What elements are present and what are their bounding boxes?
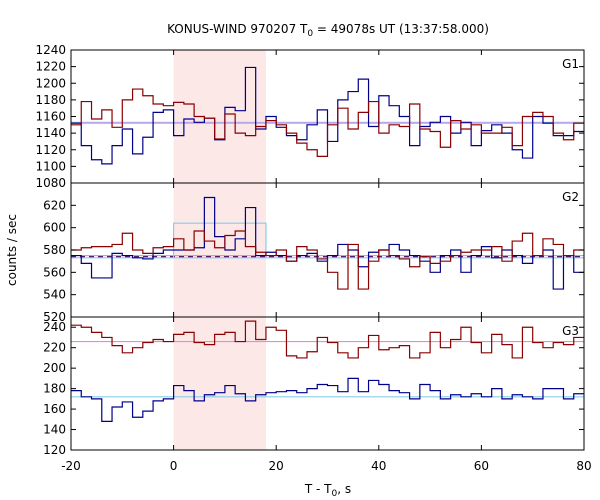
y-tick-label: 1160	[35, 110, 66, 124]
y-tick-label: 120	[43, 443, 66, 457]
x-tick-label: -20	[61, 459, 81, 473]
y-tick-label: 180	[43, 382, 66, 396]
x-tick-label: 40	[371, 459, 386, 473]
series-line	[71, 377, 584, 422]
x-tick-label: 80	[576, 459, 591, 473]
y-tick-label: 540	[43, 288, 66, 302]
series-line	[71, 88, 584, 157]
y-tick-label: 580	[43, 243, 66, 257]
y-tick-label: 240	[43, 320, 66, 334]
x-tick-label: 60	[474, 459, 489, 473]
series-line	[71, 320, 584, 359]
y-tick-label: 1180	[35, 93, 66, 107]
highlight-band	[173, 50, 266, 183]
x-tick-label: 20	[269, 459, 284, 473]
y-tick-label: 1080	[35, 176, 66, 190]
y-tick-label: 1120	[35, 143, 66, 157]
panel-frame	[70, 316, 585, 451]
y-tick-label: 1100	[35, 159, 66, 173]
chart-title: KONUS-WIND 970207 T0 = 49078s UT (13:37:…	[167, 22, 489, 39]
x-axis-label: T - T0, s	[304, 482, 351, 499]
series-line	[71, 230, 584, 290]
panel-label: G3	[562, 324, 579, 338]
y-axis-label: counts / sec	[5, 214, 19, 286]
y-tick-label: 600	[43, 221, 66, 235]
x-tick-label: 0	[170, 459, 178, 473]
y-tick-label: 220	[43, 341, 66, 355]
y-tick-label: 200	[43, 361, 66, 375]
y-tick-label: 140	[43, 423, 66, 437]
y-tick-label: 1240	[35, 43, 66, 57]
y-tick-label: 560	[43, 265, 66, 279]
y-tick-label: 1140	[35, 126, 66, 140]
series-line	[71, 66, 584, 165]
plot-area: 108011001120114011601180120012201240G152…	[35, 43, 591, 473]
panel-label: G1	[562, 57, 579, 71]
y-tick-label: 1220	[35, 60, 66, 74]
y-tick-label: 1200	[35, 76, 66, 90]
y-tick-label: 620	[43, 198, 66, 212]
series-line	[71, 196, 584, 290]
highlight-band	[173, 317, 266, 450]
y-tick-label: 160	[43, 402, 66, 416]
y-tick-label: 520	[43, 310, 66, 324]
panel-label: G2	[562, 190, 579, 204]
